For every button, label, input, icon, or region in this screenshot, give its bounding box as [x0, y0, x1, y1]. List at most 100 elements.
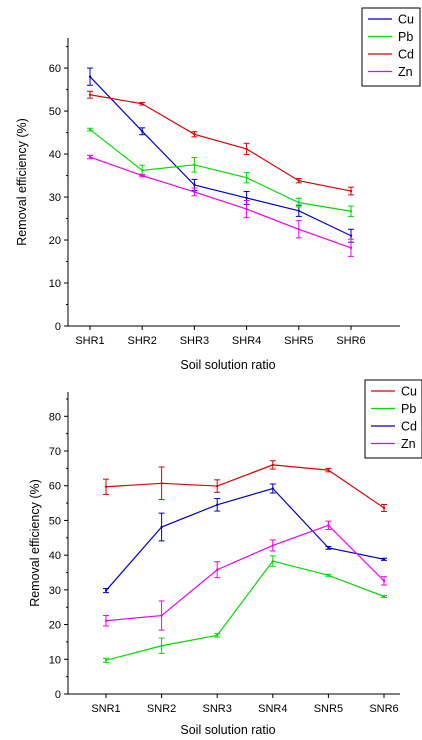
- data-point: [160, 482, 163, 485]
- x-tick-label: SNR4: [258, 703, 287, 715]
- data-point: [349, 234, 353, 237]
- series-cd: [103, 483, 387, 594]
- data-point: [141, 169, 144, 172]
- data-point: [216, 634, 219, 637]
- series-line: [105, 487, 385, 591]
- chart-2: 0 10 20 30 40 50 60 70 80 SNR1 SNR2 SNR3 SNR4 SNR5 SNR…: [28, 379, 422, 737]
- y-tick-label: 50: [49, 106, 61, 118]
- data-point: [193, 190, 196, 194]
- data-point: [382, 558, 386, 561]
- y-tick-label: 20: [49, 235, 61, 247]
- data-point: [245, 147, 248, 151]
- data-point: [327, 574, 330, 577]
- series-line: [89, 129, 352, 212]
- data-point: [141, 102, 144, 105]
- x-axis-title: Soil solution ratio: [180, 358, 275, 372]
- series-cu: [87, 67, 354, 243]
- data-point: [104, 619, 108, 622]
- legend-box: [361, 7, 421, 87]
- legend-label: Pb: [401, 402, 416, 416]
- series-cd: [87, 90, 354, 196]
- y-tick-label: 30: [49, 585, 61, 597]
- y-axis-title: Removal efficiency (%): [28, 479, 42, 607]
- x-tick-label: SNR2: [147, 703, 176, 715]
- data-point: [327, 524, 330, 527]
- y-tick-label: 10: [49, 278, 61, 290]
- series-zn: [87, 154, 354, 257]
- data-point: [297, 228, 300, 231]
- y-tick-label: 60: [49, 63, 61, 75]
- data-point: [160, 525, 163, 529]
- legend-label: Zn: [398, 65, 413, 79]
- data-point: [104, 659, 108, 662]
- data-point: [297, 209, 300, 212]
- series-line: [105, 464, 385, 509]
- legend-label: Cu: [398, 13, 414, 27]
- y-tick-label: 10: [49, 654, 61, 666]
- y-tick-label: 40: [49, 149, 61, 161]
- legend: Cu Pb Cd Zn: [364, 379, 422, 459]
- data-point: [160, 614, 163, 617]
- data-point: [88, 155, 92, 159]
- series-line: [105, 560, 385, 661]
- data-point: [216, 568, 219, 571]
- series-line: [89, 156, 352, 249]
- data-point: [382, 595, 386, 598]
- series-pb: [103, 555, 387, 663]
- data-point: [160, 644, 163, 647]
- legend-label: Zn: [401, 437, 416, 451]
- y-tick-label: 20: [49, 620, 61, 632]
- legend-label: Cd: [398, 48, 414, 62]
- data-point: [104, 589, 108, 592]
- x-tick-label: SHR4: [232, 335, 261, 347]
- x-axis-title: Soil solution ratio: [180, 723, 275, 737]
- data-point: [327, 546, 330, 550]
- data-point: [349, 210, 353, 213]
- y-axis-title: Removal efficiency (%): [15, 118, 29, 246]
- x-tick-label: SHR1: [75, 335, 104, 347]
- data-point: [271, 463, 274, 467]
- x-tick-label: SHR5: [284, 335, 313, 347]
- data-point: [88, 75, 92, 78]
- chart-1: 0 10 20 30 40 50 60 SHR1 SHR2 SHR3 SHR4 SHR5 SHR6 Soi…: [15, 7, 421, 372]
- y-tick-label: 0: [55, 321, 61, 333]
- x-tick-label: SNR1: [91, 703, 120, 715]
- data-point: [193, 183, 196, 187]
- data-point: [104, 485, 108, 488]
- data-point: [88, 128, 92, 131]
- legend: Cu Pb Cd Zn: [361, 7, 421, 87]
- legend-box: [364, 379, 422, 459]
- x-tick-label: SHR3: [180, 335, 209, 347]
- series-zn: [103, 520, 387, 631]
- data-point: [245, 196, 248, 200]
- y-tick-label: 60: [49, 481, 61, 493]
- data-point: [193, 133, 196, 136]
- data-point: [216, 484, 219, 488]
- y-tick-label: 50: [49, 515, 61, 527]
- data-point: [245, 207, 248, 211]
- x-tick-label: SNR6: [369, 703, 398, 715]
- data-point: [382, 579, 386, 583]
- data-point: [88, 93, 92, 96]
- series-line: [89, 76, 352, 237]
- data-point: [382, 506, 386, 510]
- data-point: [349, 246, 353, 249]
- data-point: [271, 559, 274, 563]
- legend-label: Cu: [401, 385, 417, 399]
- data-point: [327, 468, 330, 472]
- series-cu: [103, 460, 387, 512]
- data-point: [271, 544, 274, 547]
- legend-label: Pb: [398, 30, 413, 44]
- x-tick-label: SHR6: [336, 335, 365, 347]
- data-point: [349, 189, 353, 193]
- x-tick-label: SHR2: [128, 335, 157, 347]
- data-point: [216, 503, 219, 507]
- y-tick-label: 0: [55, 689, 61, 701]
- data-point: [141, 174, 144, 177]
- data-point: [193, 163, 196, 167]
- data-point: [271, 487, 274, 490]
- data-point: [297, 179, 300, 182]
- y-tick-label: 70: [49, 446, 61, 458]
- y-tick-label: 80: [49, 411, 61, 423]
